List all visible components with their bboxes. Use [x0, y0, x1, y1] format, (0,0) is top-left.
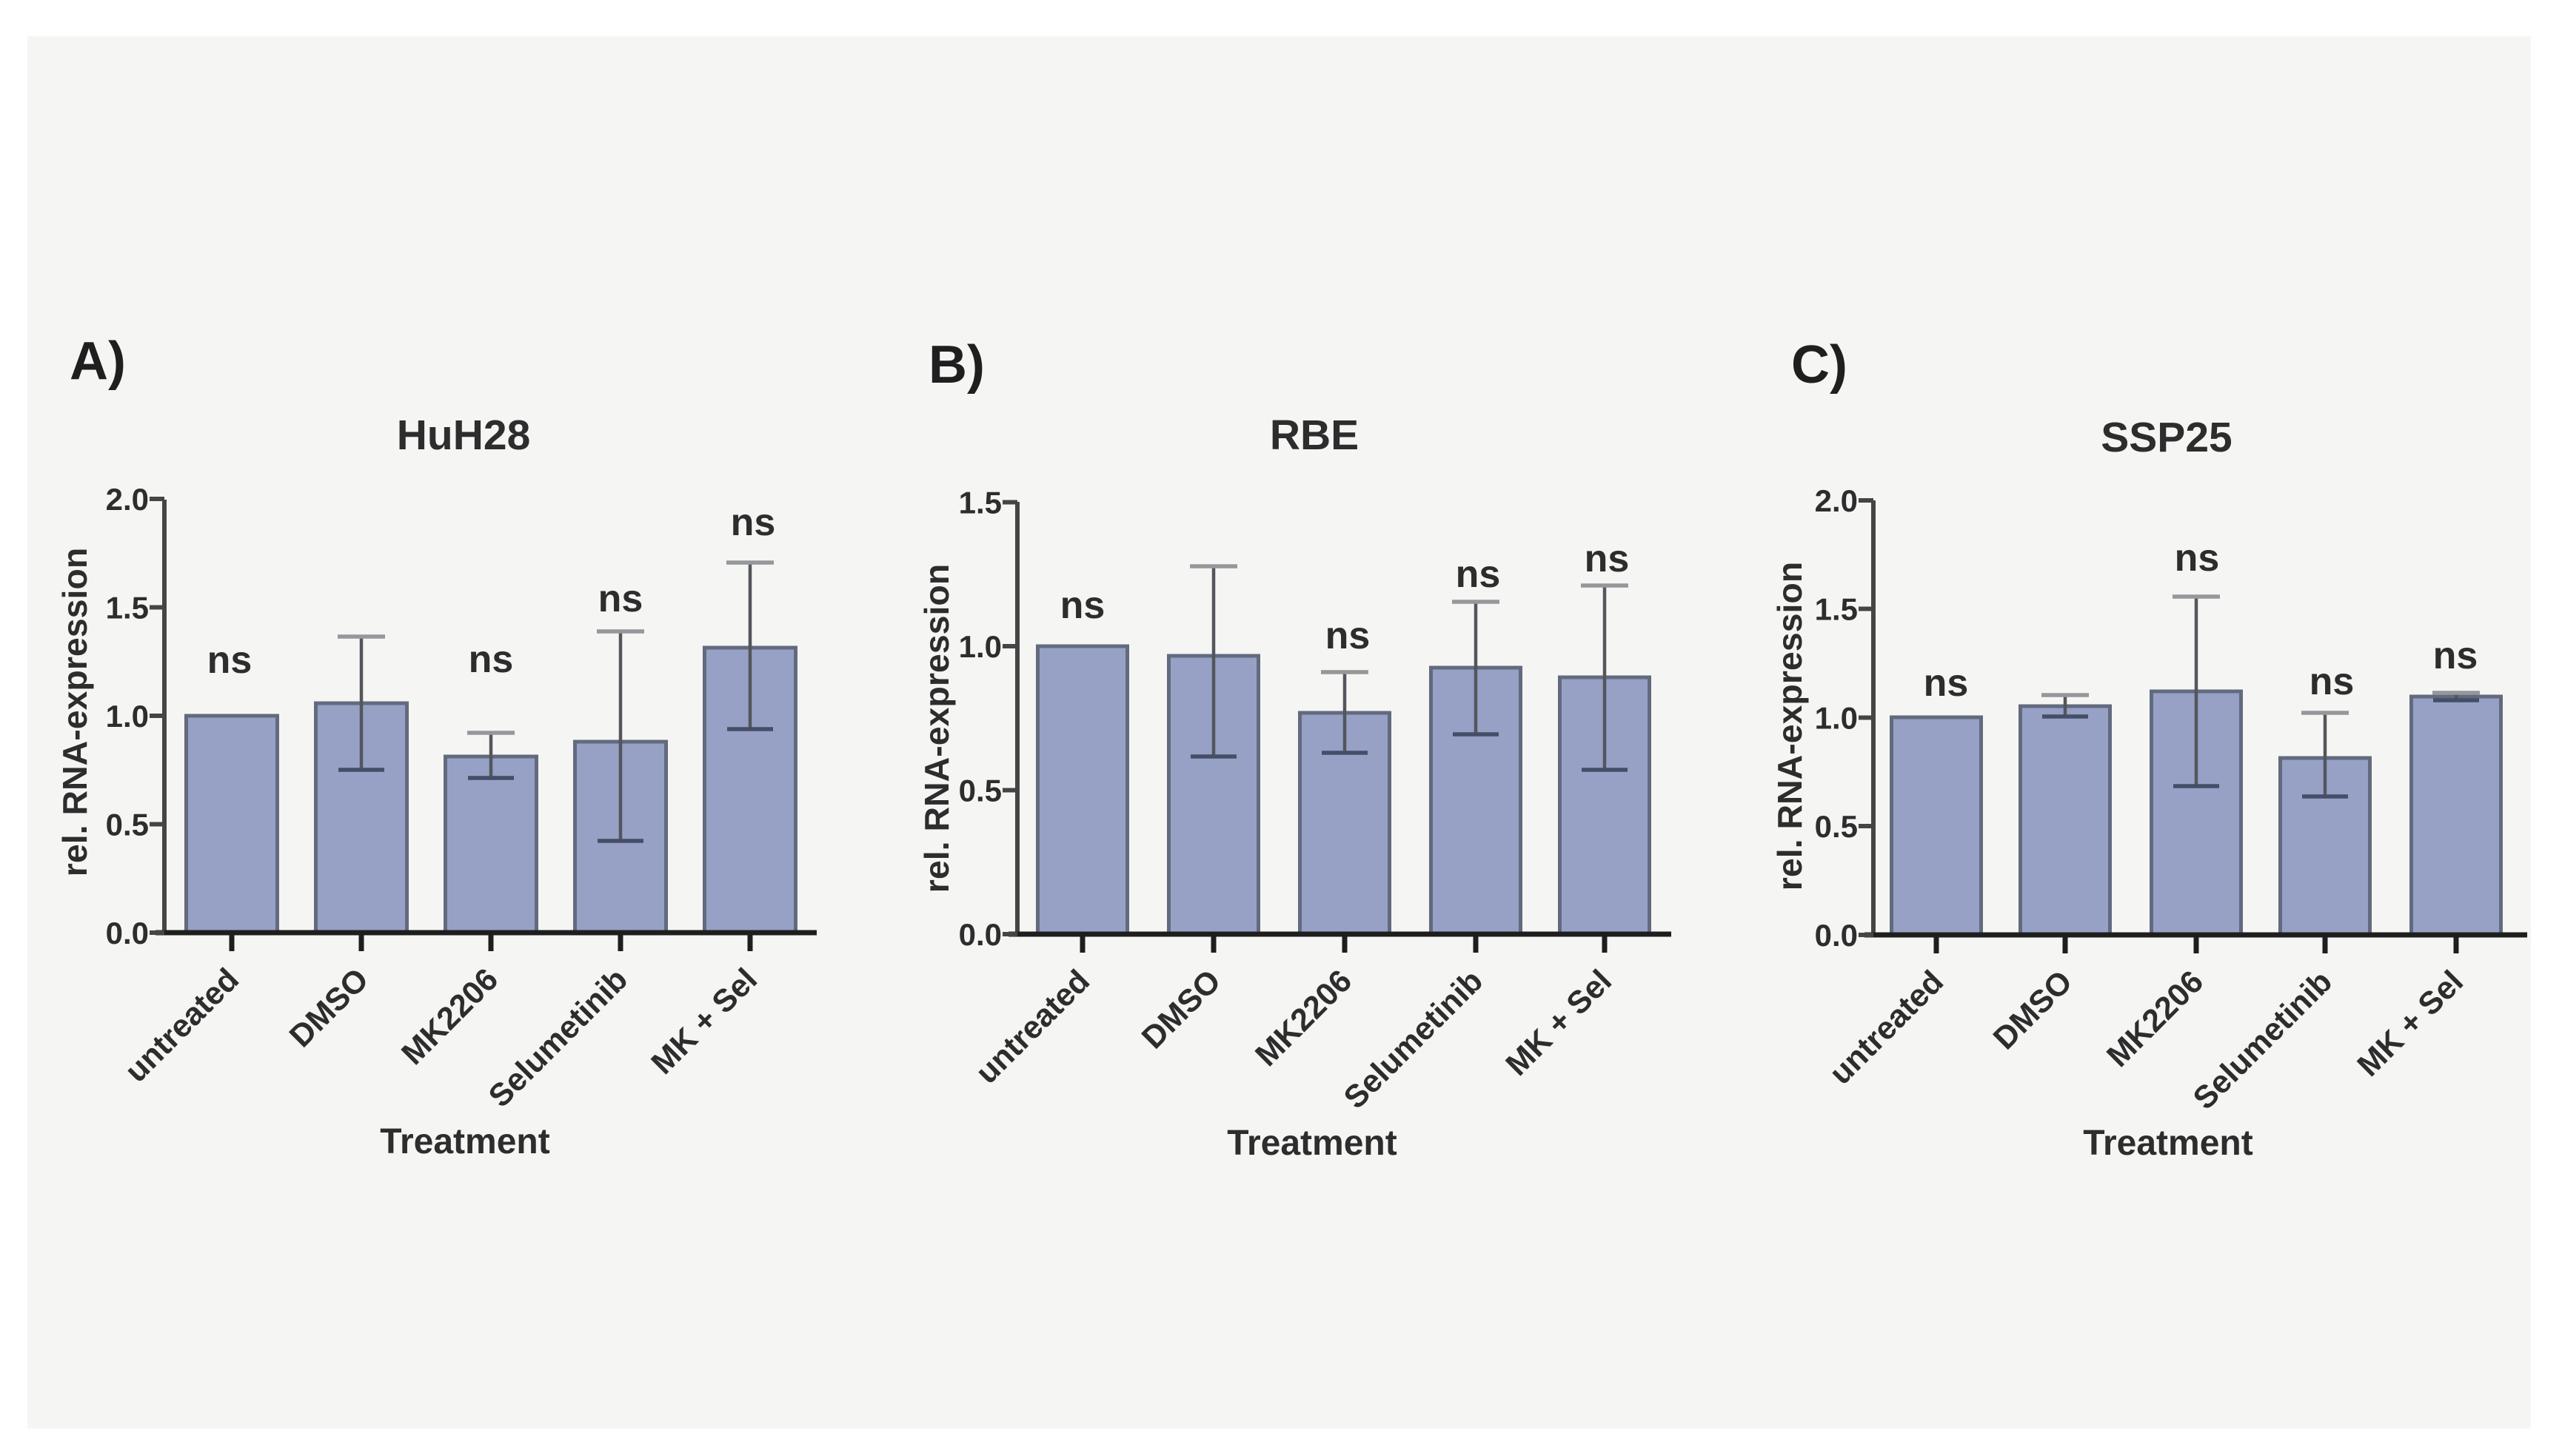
svg-text:1.5: 1.5: [1815, 592, 1858, 627]
svg-text:C): C): [1791, 335, 1847, 395]
svg-text:ns: ns: [1585, 537, 1630, 580]
svg-text:1.0: 1.0: [959, 629, 1002, 664]
svg-text:B): B): [929, 335, 985, 395]
svg-text:Selumetinib: Selumetinib: [1337, 963, 1490, 1116]
svg-text:ns: ns: [1325, 614, 1371, 657]
svg-text:MK + Sel: MK + Sel: [1499, 963, 1619, 1083]
svg-text:ns: ns: [2310, 660, 2355, 703]
svg-text:0.0: 0.0: [106, 916, 149, 950]
svg-text:ns: ns: [598, 577, 643, 620]
svg-text:rel. RNA-expression: rel. RNA-expression: [1770, 562, 1809, 890]
svg-text:MK2206: MK2206: [2100, 964, 2210, 1074]
svg-text:MK + Sel: MK + Sel: [2351, 964, 2471, 1084]
svg-text:MK + Sel: MK + Sel: [645, 962, 765, 1081]
svg-text:0.0: 0.0: [1815, 918, 1858, 953]
svg-text:HuH28: HuH28: [397, 412, 531, 459]
svg-text:Selumetinib: Selumetinib: [2187, 964, 2339, 1116]
svg-text:Selumetinib: Selumetinib: [482, 962, 635, 1114]
svg-text:DMSO: DMSO: [1135, 963, 1228, 1056]
svg-text:1.5: 1.5: [959, 486, 1002, 520]
svg-text:untreated: untreated: [969, 963, 1097, 1090]
svg-text:ns: ns: [469, 638, 514, 681]
svg-text:rel. RNA-expression: rel. RNA-expression: [56, 548, 94, 876]
svg-text:ns: ns: [207, 639, 252, 682]
svg-text:0.5: 0.5: [1815, 809, 1858, 844]
svg-text:1.5: 1.5: [106, 591, 149, 625]
svg-text:rel. RNA-expression: rel. RNA-expression: [917, 564, 956, 893]
svg-text:MK2206: MK2206: [395, 962, 505, 1072]
svg-text:0.5: 0.5: [106, 808, 149, 842]
svg-text:2.0: 2.0: [106, 482, 149, 517]
svg-text:ns: ns: [1456, 553, 1501, 596]
svg-text:MK2206: MK2206: [1248, 963, 1359, 1073]
svg-text:DMSO: DMSO: [283, 962, 375, 1054]
svg-text:Treatment: Treatment: [380, 1122, 549, 1161]
svg-text:1.0: 1.0: [106, 699, 149, 734]
svg-text:untreated: untreated: [118, 962, 246, 1089]
svg-text:1.0: 1.0: [1815, 701, 1858, 736]
svg-text:SSP25: SSP25: [2101, 414, 2232, 461]
svg-text:RBE: RBE: [1270, 412, 1359, 459]
svg-text:A): A): [70, 332, 126, 391]
svg-text:ns: ns: [731, 501, 776, 544]
svg-text:0.5: 0.5: [959, 774, 1002, 808]
svg-text:ns: ns: [1924, 662, 1969, 705]
svg-text:Treatment: Treatment: [1227, 1124, 1397, 1163]
svg-text:ns: ns: [1060, 584, 1106, 627]
svg-text:DMSO: DMSO: [1987, 964, 2079, 1056]
svg-text:ns: ns: [2175, 537, 2220, 580]
svg-text:ns: ns: [2433, 634, 2478, 677]
svg-text:0.0: 0.0: [959, 917, 1002, 952]
svg-text:untreated: untreated: [1823, 964, 1950, 1091]
svg-text:2.0: 2.0: [1815, 483, 1858, 518]
svg-text:Treatment: Treatment: [2083, 1124, 2252, 1163]
